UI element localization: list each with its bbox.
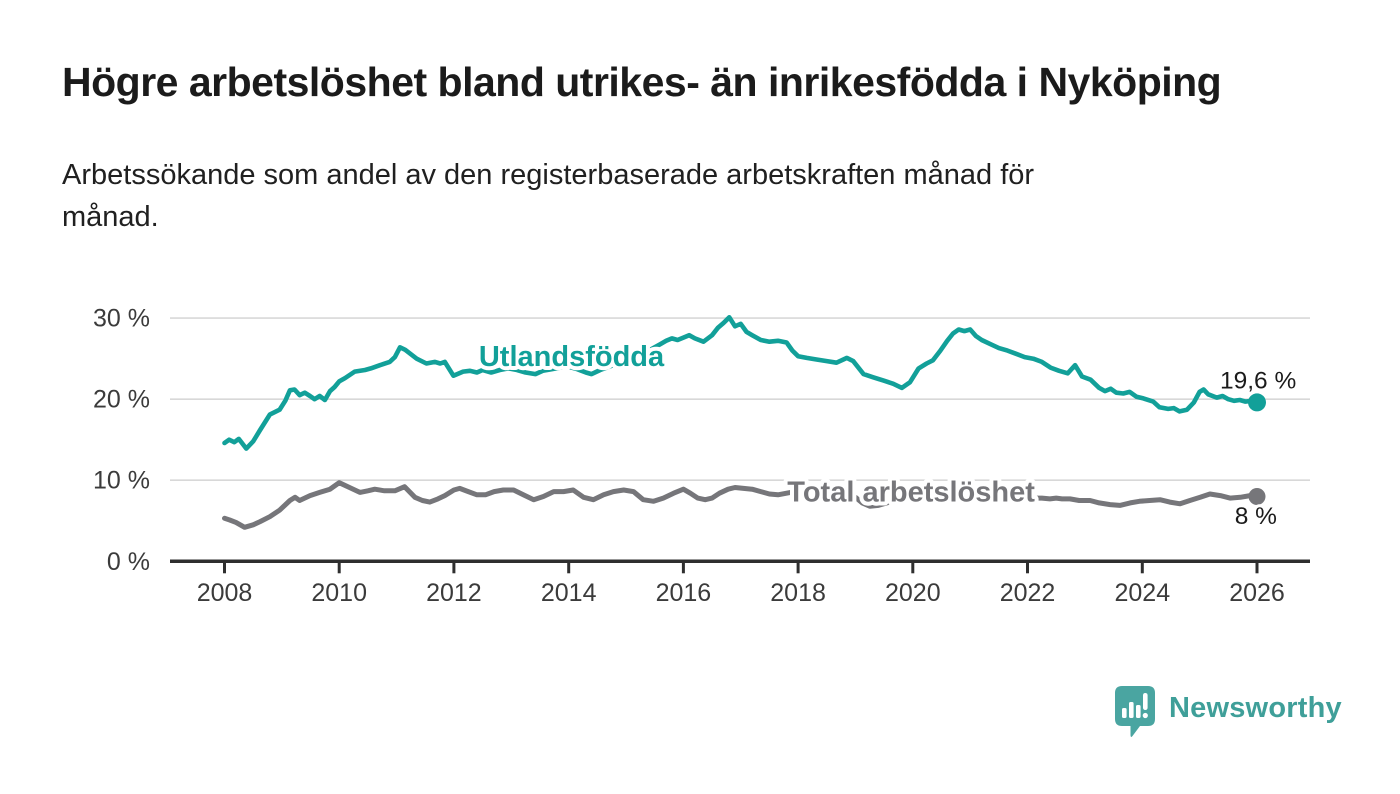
series-end-dot-total-arbetsloshet [1248,488,1266,505]
y-axis-label: 0 % [107,548,150,576]
y-axis-label: 10 % [93,467,150,495]
series-end-value-utlandsfodda: 19,6 % [1220,368,1296,395]
x-axis-label: 2016 [656,579,712,607]
series-line-utlandsfodda [222,314,1260,451]
series-label-total-arbetsloshet: Total arbetslöshet [787,477,1035,509]
x-axis-label: 2022 [1000,579,1056,607]
x-axis-label: 2010 [311,579,367,607]
newsworthy-logo: Newsworthy [1114,684,1342,740]
x-axis-label: 2024 [1114,579,1170,607]
x-axis-label: 2018 [770,579,826,607]
x-axis-label: 2014 [541,579,597,607]
x-axis-label: 2026 [1229,579,1285,607]
series-line-total-arbetsloshet [222,480,1260,530]
series-label-utlandsfodda: Utlandsfödda [479,341,665,373]
x-axis-label: 2008 [197,579,253,607]
x-axis-label: 2012 [426,579,482,607]
series-end-dot-utlandsfodda [1248,393,1266,412]
series-end-value-total-arbetsloshet: 8 % [1235,503,1277,530]
bar-chart-speech-bubble-icon [1115,686,1155,737]
chart-title: Högre arbetslöshet bland utrikes- än inr… [62,59,1222,105]
x-axis-label: 2020 [885,579,941,607]
newsworthy-logo-text: Newsworthy [1169,691,1342,724]
y-axis-label: 30 % [93,305,150,333]
chart-subtitle: Arbetssökande som andel av den registerb… [62,159,1035,234]
y-axis-label: 20 % [93,386,150,414]
